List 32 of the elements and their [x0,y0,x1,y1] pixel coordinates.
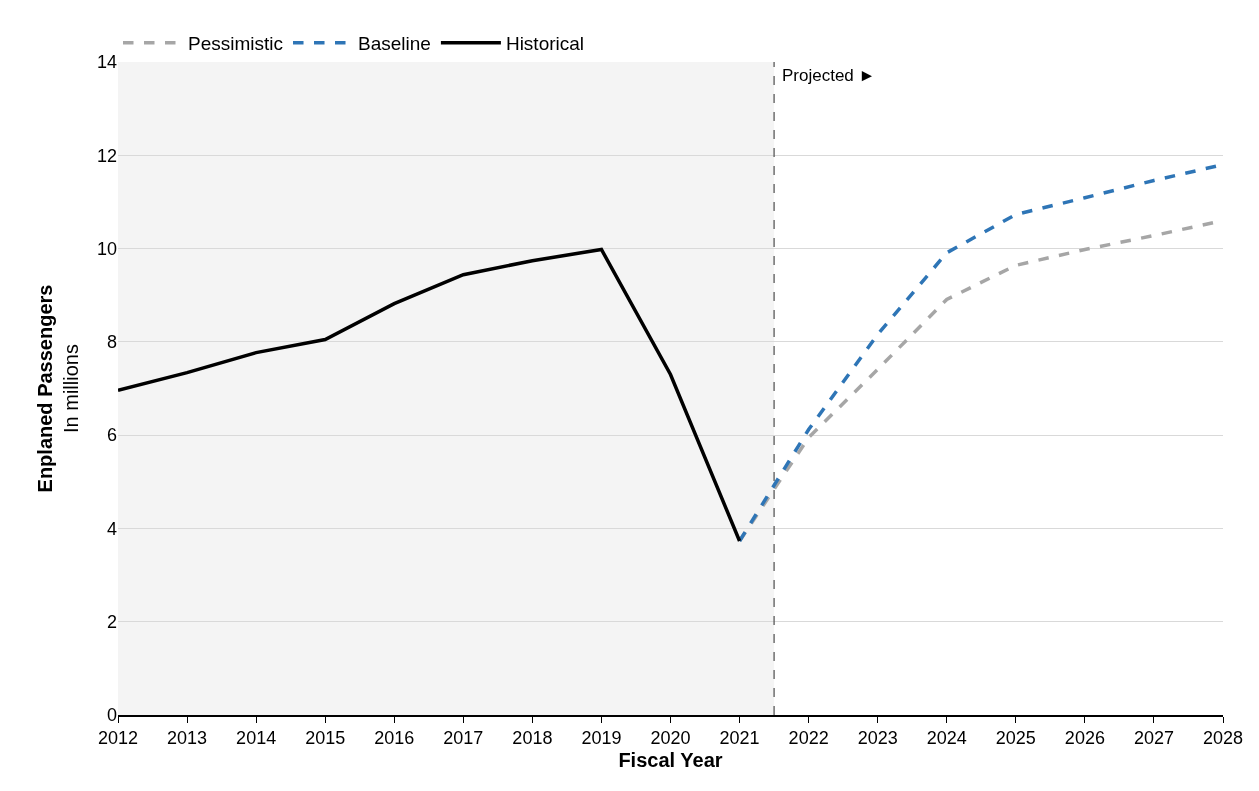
ref-line-label: Projected ► [782,66,876,85]
line-series [118,247,742,543]
y-tick-label: 2 [106,612,117,633]
y-tick-label: 4 [106,518,117,539]
x-tick-label: 2014 [236,728,277,749]
x-tick-label: 2012 [97,728,139,749]
y-tick-label: 0 [106,705,117,726]
x-tick-label: 2022 [788,728,829,749]
x-tick-label: 2013 [167,728,208,749]
y-tick-label: 8 [106,332,117,353]
y-tick-label: 10 [96,238,117,259]
x-tick-label: 2020 [650,728,691,749]
x-tick-label: 2026 [1064,728,1105,749]
y-tick-label: 12 [96,145,117,166]
x-axis-title: Fiscal Year [618,749,723,772]
y-tick-label: 6 [106,425,117,446]
x-tick-label: 2021 [719,728,760,749]
x-tick-label: 2025 [995,728,1036,749]
x-tick-label: 2015 [305,728,346,749]
x-tick-label: 2018 [512,728,553,749]
x-tick-label: 2028 [1202,728,1244,749]
x-tick-label: 2027 [1133,728,1174,749]
legend-label: Historical [505,33,585,55]
y-tick-label: 14 [96,52,117,73]
y-axis-title: Enplaned Passengers In millions [34,284,83,493]
legend-label: Baseline [358,33,431,55]
x-tick-label: 2019 [581,728,622,749]
x-tick-label: 2023 [857,728,898,749]
legend-label: Pessimistic [188,33,284,55]
x-tick-label: 2016 [374,728,415,749]
x-tick-label: 2024 [926,728,967,749]
x-tick-label: 2017 [443,728,484,749]
